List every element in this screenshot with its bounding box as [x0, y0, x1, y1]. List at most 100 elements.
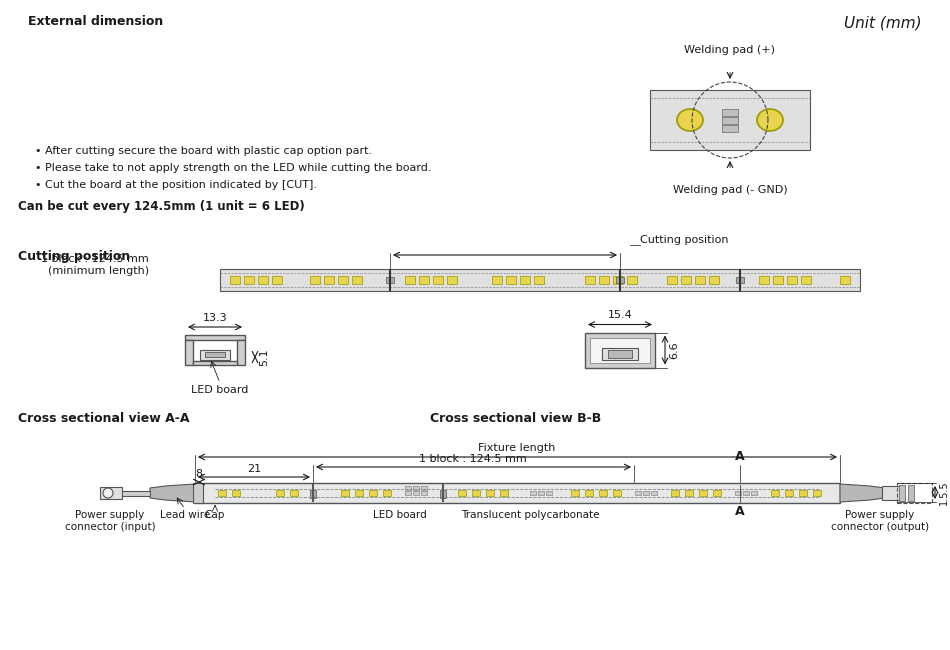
Bar — [681, 276, 691, 284]
Bar — [500, 490, 508, 496]
Text: Translucent polycarbonate: Translucent polycarbonate — [461, 510, 599, 520]
Text: Cap: Cap — [205, 510, 225, 520]
Bar — [258, 276, 268, 284]
Text: Cutting position: Cutting position — [640, 235, 729, 245]
Text: 15.4: 15.4 — [608, 311, 633, 320]
Bar — [244, 276, 254, 284]
Bar — [743, 491, 749, 495]
Bar — [627, 276, 637, 284]
Bar — [840, 276, 850, 284]
Bar — [310, 276, 320, 284]
Bar — [571, 490, 579, 496]
Bar — [405, 486, 411, 490]
Text: Welding pad (- GND): Welding pad (- GND) — [673, 185, 788, 195]
Text: LED board: LED board — [373, 510, 427, 520]
Bar — [799, 490, 807, 496]
Bar — [667, 276, 677, 284]
Bar — [290, 490, 298, 496]
Bar — [421, 486, 427, 490]
Bar — [413, 491, 419, 495]
Text: • Cut the board at the position indicated by [CUT].: • Cut the board at the position indicate… — [35, 180, 317, 190]
Text: Welding pad (+): Welding pad (+) — [685, 45, 775, 55]
Text: Lead wire: Lead wire — [160, 510, 210, 520]
Bar — [232, 490, 240, 496]
Bar — [813, 490, 821, 496]
Bar — [709, 276, 719, 284]
Text: Cross sectional view B-B: Cross sectional view B-B — [430, 412, 601, 425]
Bar — [193, 483, 203, 503]
Bar — [421, 491, 427, 495]
Bar — [419, 276, 429, 284]
Text: Can be cut every 124.5mm (1 unit = 6 LED): Can be cut every 124.5mm (1 unit = 6 LED… — [18, 200, 305, 213]
Bar — [882, 486, 904, 500]
Bar — [635, 491, 641, 495]
Text: Cross sectional view A-A: Cross sectional view A-A — [18, 412, 189, 425]
Bar — [735, 491, 741, 495]
Bar — [200, 350, 230, 360]
Bar — [310, 490, 316, 498]
Text: Fixture length: Fixture length — [478, 443, 556, 453]
Bar — [486, 490, 494, 496]
Bar — [585, 490, 593, 496]
Bar — [699, 490, 707, 496]
Bar — [650, 90, 810, 150]
Text: Power supply
connector (input): Power supply connector (input) — [65, 510, 155, 532]
Bar — [713, 490, 721, 496]
Bar — [546, 491, 552, 495]
Bar — [897, 483, 932, 503]
Text: 13.3: 13.3 — [202, 313, 227, 323]
Bar — [759, 276, 769, 284]
Bar — [616, 277, 624, 283]
Bar — [538, 491, 544, 495]
Bar — [899, 485, 905, 501]
Bar — [585, 333, 655, 367]
Text: External dimension: External dimension — [28, 15, 163, 28]
Bar — [695, 276, 705, 284]
Bar — [506, 276, 516, 284]
Bar — [599, 490, 607, 496]
Bar — [530, 491, 536, 495]
Text: 6.6: 6.6 — [669, 341, 679, 359]
Ellipse shape — [757, 109, 783, 131]
Text: 1 block : 124.5 mm: 1 block : 124.5 mm — [419, 454, 527, 464]
Text: Cutting position: Cutting position — [18, 250, 130, 263]
Bar — [276, 490, 284, 496]
Bar — [908, 485, 914, 501]
Bar — [352, 276, 362, 284]
Bar — [447, 276, 457, 284]
Bar — [218, 490, 226, 496]
Bar — [433, 276, 443, 284]
Bar — [785, 490, 793, 496]
Bar — [413, 486, 419, 490]
Bar — [590, 337, 650, 363]
Bar — [230, 276, 240, 284]
Polygon shape — [150, 484, 195, 502]
Bar — [405, 491, 411, 495]
Bar — [405, 276, 415, 284]
Text: • Please take to not apply strength on the LED while cutting the board.: • Please take to not apply strength on t… — [35, 163, 431, 173]
Text: 8: 8 — [196, 469, 202, 479]
Polygon shape — [840, 484, 885, 502]
Bar — [458, 490, 466, 496]
Bar — [722, 117, 738, 124]
Bar — [773, 276, 783, 284]
Text: A: A — [735, 450, 745, 463]
Text: A: A — [735, 505, 745, 518]
Bar — [613, 490, 621, 496]
Circle shape — [103, 488, 113, 498]
Bar — [341, 490, 349, 496]
Bar — [492, 276, 502, 284]
Bar — [120, 491, 150, 496]
Text: Unit (mm): Unit (mm) — [845, 15, 922, 30]
Text: Power supply
connector (output): Power supply connector (output) — [831, 510, 929, 532]
Bar — [534, 276, 544, 284]
Bar — [220, 269, 860, 291]
Bar — [771, 490, 779, 496]
Bar — [685, 490, 693, 496]
Bar — [386, 277, 394, 283]
Bar — [193, 361, 237, 365]
Bar — [722, 109, 738, 116]
Bar — [736, 277, 744, 283]
Bar — [383, 490, 391, 496]
Bar — [643, 491, 649, 495]
